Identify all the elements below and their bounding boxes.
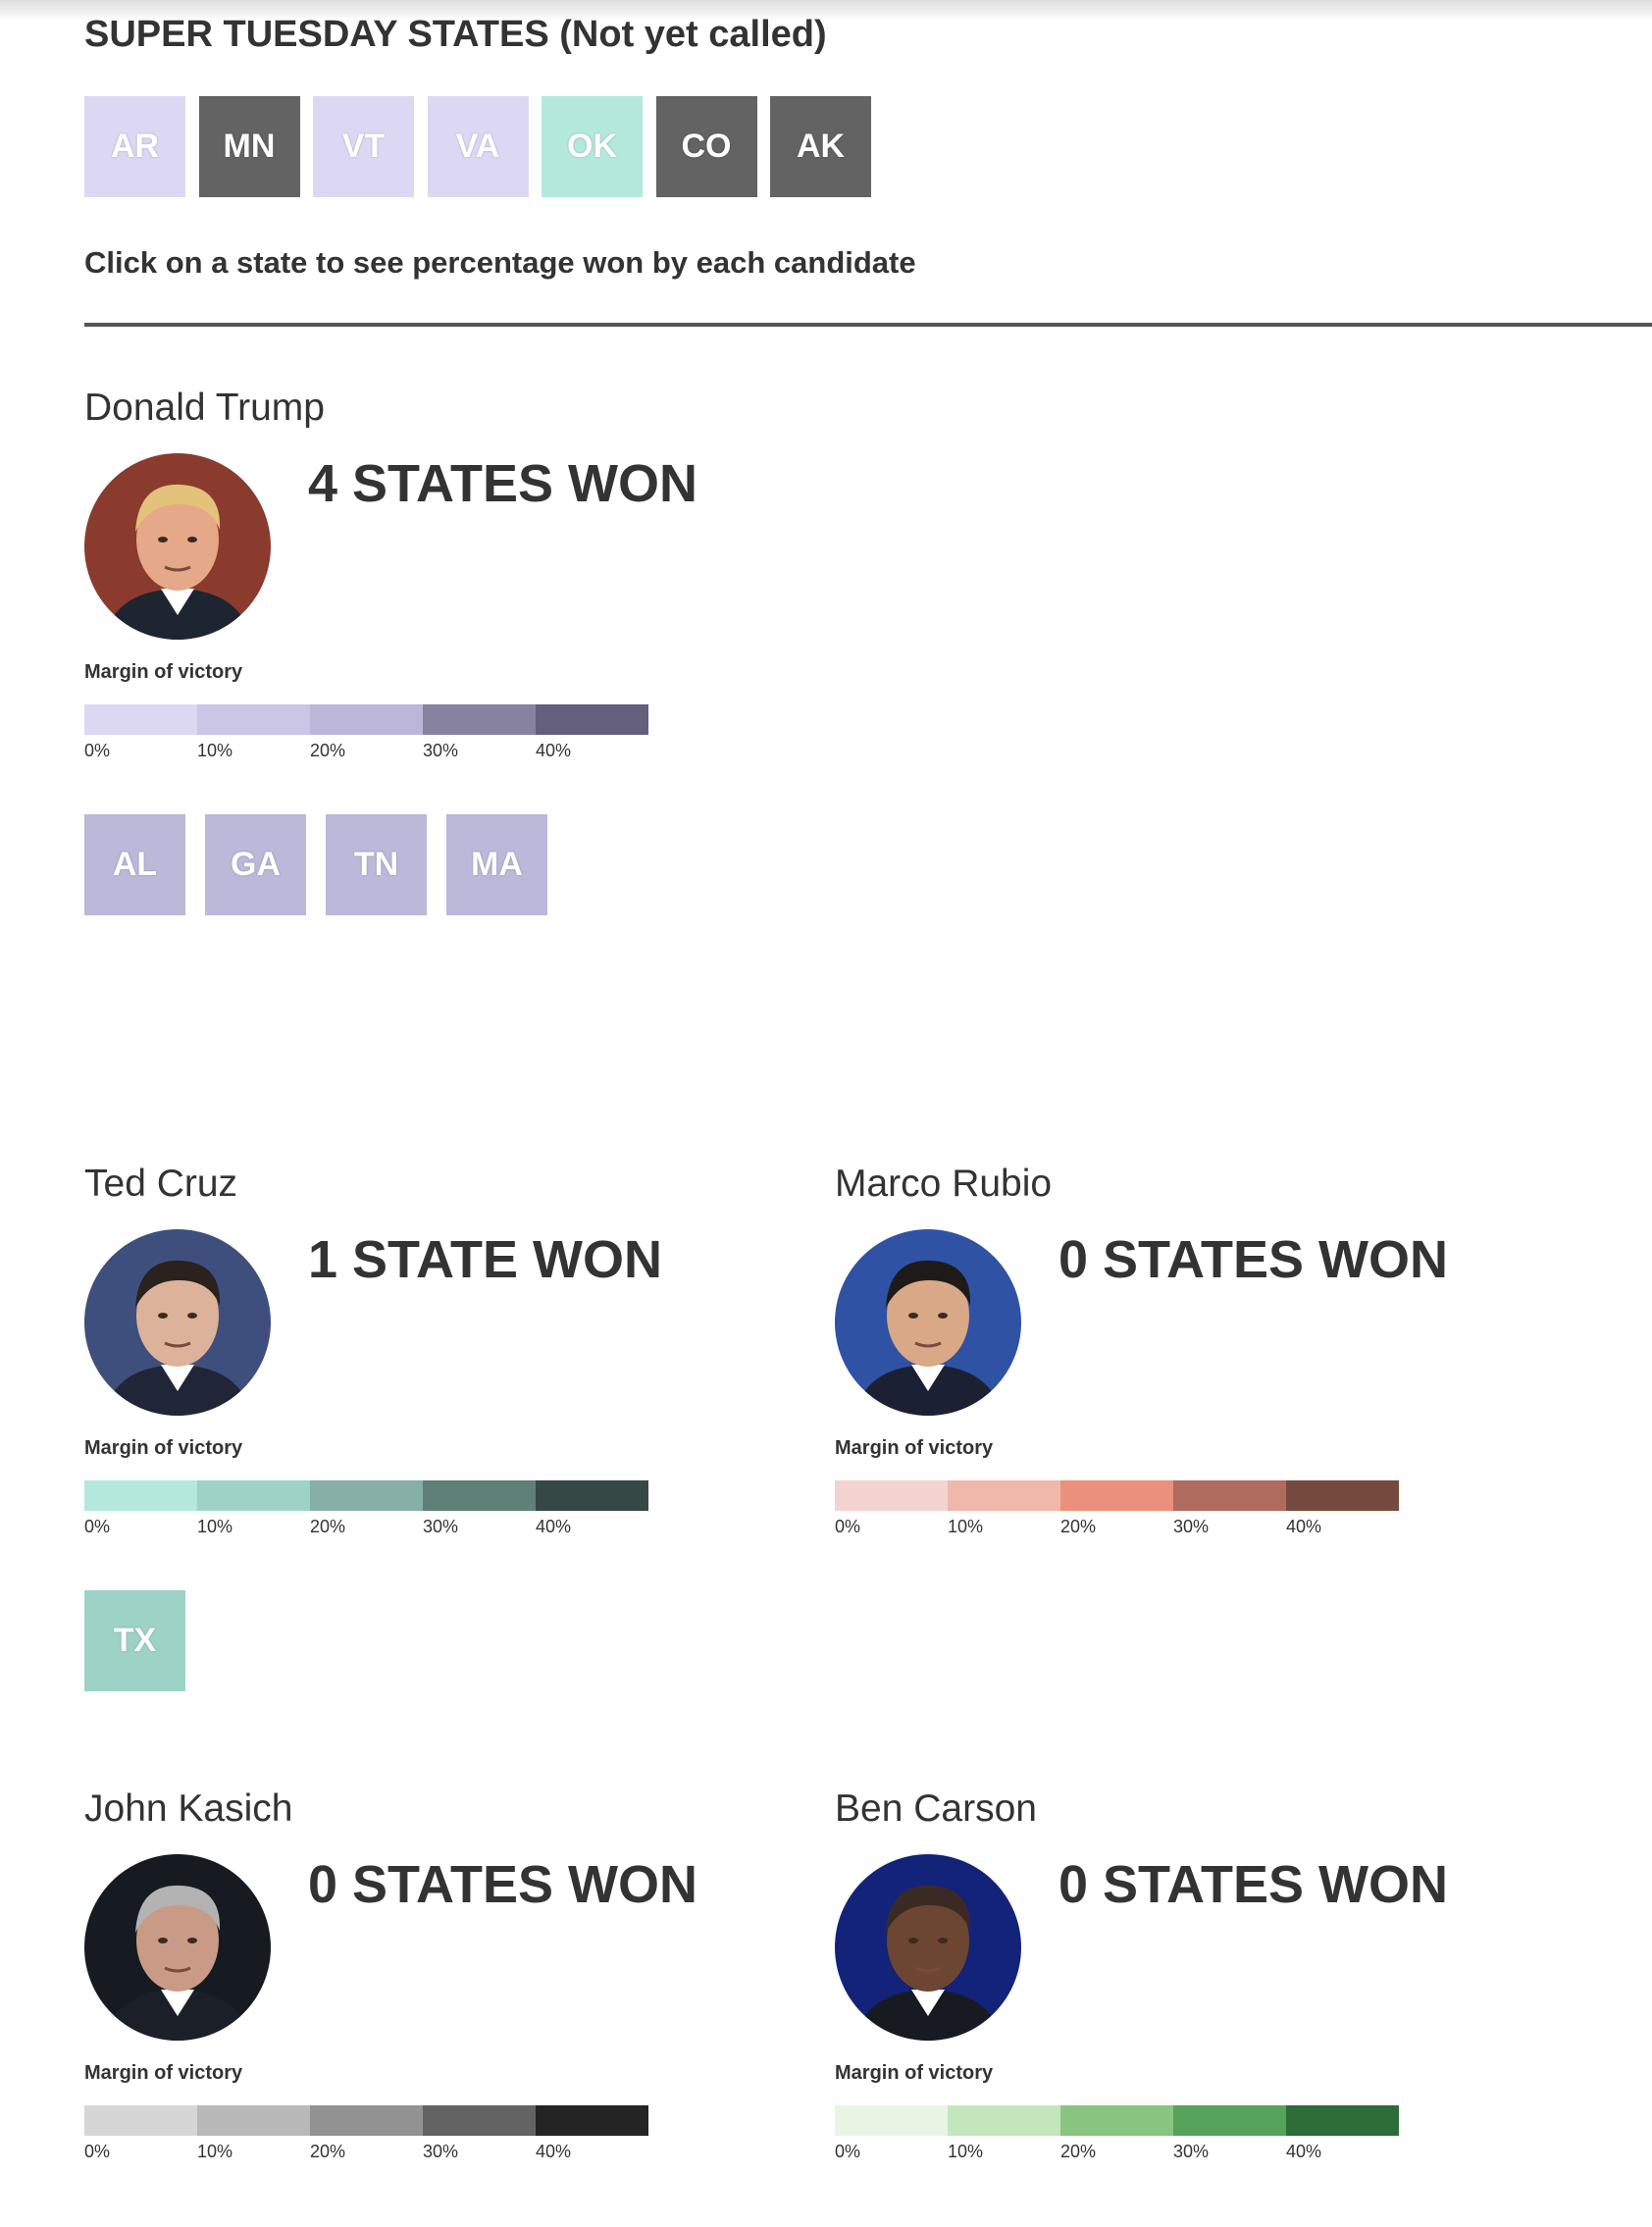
candidate-name-donald-trump: Donald Trump	[84, 387, 325, 429]
legend-tick-label: 40%	[536, 741, 572, 760]
legend-swatch	[835, 2105, 948, 2136]
legend-tick-label: 20%	[310, 1517, 346, 1536]
legend-swatch	[1286, 2105, 1399, 2136]
candidate-name-john-kasich: John Kasich	[84, 1787, 293, 1830]
legend-swatch	[1286, 1480, 1399, 1511]
legend-tick-label: 40%	[1286, 2142, 1322, 2161]
legend-swatch	[536, 2105, 648, 2136]
legend-swatch	[1173, 1480, 1286, 1511]
legend-swatch	[197, 1480, 310, 1511]
legend-tick-label: 0%	[835, 2142, 861, 2161]
candidate-name-marco-rubio: Marco Rubio	[835, 1163, 1053, 1205]
legend-tick-label: 20%	[310, 741, 346, 760]
legend-tick-label: 30%	[423, 741, 459, 760]
legend-title: Margin of victory	[84, 661, 243, 683]
legend-swatch	[1060, 1480, 1173, 1511]
legend-tick-label: 10%	[197, 2142, 233, 2161]
legend-swatch	[423, 704, 536, 735]
states-won-count: 4 STATES WON	[308, 454, 698, 513]
won-state-tile-ma[interactable]: MA	[446, 814, 547, 915]
states-won-count: 1 STATE WON	[308, 1230, 662, 1289]
legend-tick-label: 30%	[423, 2142, 459, 2161]
legend-swatch	[948, 2105, 1060, 2136]
legend-tick-label: 20%	[310, 2142, 346, 2161]
legend-tick-label: 10%	[948, 1517, 984, 1536]
state-tile-vt[interactable]: VT	[313, 96, 414, 197]
legend-tick-label: 0%	[84, 2142, 111, 2161]
won-state-tile-ga[interactable]: GA	[205, 814, 306, 915]
legend-tick-label: 20%	[1060, 1517, 1097, 1536]
legend-title: Margin of victory	[84, 2062, 243, 2084]
states-won-count: 0 STATES WON	[1058, 1230, 1449, 1289]
legend-tick-label: 0%	[835, 1517, 861, 1536]
legend-tick-label: 40%	[536, 2142, 572, 2161]
state-tile-ar[interactable]: AR	[84, 96, 185, 197]
avatar-marco-rubio	[835, 1229, 1021, 1416]
legend-swatch	[310, 2105, 423, 2136]
margin-legend-bar	[84, 704, 648, 735]
legend-tick-label: 10%	[197, 741, 233, 760]
legend-title: Margin of victory	[835, 2062, 994, 2084]
legend-swatch	[1173, 2105, 1286, 2136]
legend-swatch	[536, 704, 648, 735]
legend-swatch	[84, 704, 197, 735]
legend-swatch	[1060, 2105, 1173, 2136]
legend-tick-label: 30%	[1173, 1517, 1210, 1536]
legend-swatch	[423, 1480, 536, 1511]
legend-swatch	[536, 1480, 648, 1511]
state-tile-co[interactable]: CO	[655, 96, 757, 197]
candidate-name-ben-carson: Ben Carson	[835, 1787, 1037, 1830]
avatar-john-kasich	[84, 1854, 271, 2041]
legend-swatch	[310, 1480, 423, 1511]
margin-legend-bar	[84, 2105, 648, 2136]
margin-legend-bar	[835, 2105, 1399, 2136]
legend-swatch	[948, 1480, 1060, 1511]
legend-tick-label: 0%	[84, 1517, 111, 1536]
legend-swatch	[310, 704, 423, 735]
top-shadow	[0, 0, 1652, 22]
instruction-text: Click on a state to see percentage won b…	[84, 245, 916, 280]
legend-tick-label: 10%	[197, 1517, 233, 1536]
margin-legend-bar	[835, 1480, 1399, 1511]
states-won-count: 0 STATES WON	[308, 1855, 698, 1914]
won-state-tile-al[interactable]: AL	[84, 814, 185, 915]
legend-title: Margin of victory	[835, 1437, 994, 1459]
legend-tick-label: 0%	[84, 741, 111, 760]
legend-tick-label: 10%	[948, 2142, 984, 2161]
state-tile-ok[interactable]: OK	[542, 96, 643, 197]
legend-title: Margin of victory	[84, 1437, 243, 1459]
legend-swatch	[835, 1480, 948, 1511]
states-won-count: 0 STATES WON	[1058, 1855, 1449, 1914]
legend-swatch	[84, 1480, 197, 1511]
legend-tick-label: 30%	[1173, 2142, 1210, 2161]
legend-tick-label: 30%	[423, 1517, 459, 1536]
legend-tick-label: 40%	[536, 1517, 572, 1536]
avatar-ted-cruz	[84, 1229, 271, 1416]
state-tile-va[interactable]: VA	[427, 96, 529, 197]
state-tile-ak[interactable]: AK	[770, 96, 871, 197]
avatar-donald-trump	[84, 453, 271, 640]
state-tile-mn[interactable]: MN	[198, 96, 300, 197]
legend-swatch	[197, 704, 310, 735]
margin-legend-bar	[84, 1480, 648, 1511]
legend-swatch	[423, 2105, 536, 2136]
won-state-tile-tx[interactable]: TX	[84, 1590, 185, 1691]
legend-swatch	[84, 2105, 197, 2136]
avatar-ben-carson	[835, 1854, 1021, 2041]
candidate-name-ted-cruz: Ted Cruz	[84, 1163, 238, 1205]
won-state-tile-tn[interactable]: TN	[326, 814, 427, 915]
legend-swatch	[197, 2105, 310, 2136]
page-title: SUPER TUESDAY STATES (Not yet called)	[84, 14, 827, 55]
divider	[84, 323, 1652, 327]
legend-tick-label: 20%	[1060, 2142, 1097, 2161]
legend-tick-label: 40%	[1286, 1517, 1322, 1536]
